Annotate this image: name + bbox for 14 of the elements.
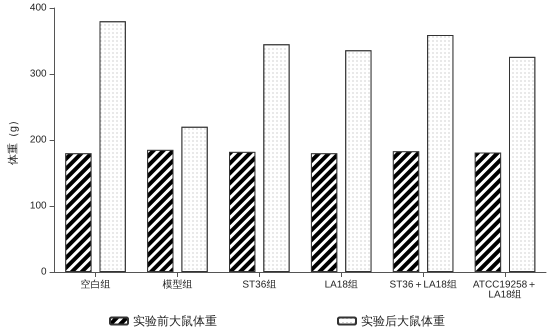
legend-label: 实验后大鼠体重 — [361, 314, 445, 328]
x-tick-label: ST36＋LA18组 — [390, 278, 457, 290]
y-axis-title: 体重（g） — [6, 114, 20, 166]
y-tick-label: 100 — [30, 200, 48, 212]
y-tick-label: 300 — [30, 68, 48, 80]
x-tick-label: ST36组 — [242, 278, 276, 290]
legend-label: 实验前大鼠体重 — [133, 314, 217, 328]
x-tick-label: 空白组 — [80, 278, 111, 290]
y-tick-label: 0 — [41, 266, 48, 278]
y-tick-label: 200 — [30, 134, 48, 146]
x-tick-label: 模型组 — [162, 278, 192, 290]
x-tick-label: ATCC19258＋LA18组 — [472, 280, 538, 300]
x-tick-label: LA18组 — [324, 278, 358, 290]
y-tick-label: 400 — [30, 2, 48, 14]
